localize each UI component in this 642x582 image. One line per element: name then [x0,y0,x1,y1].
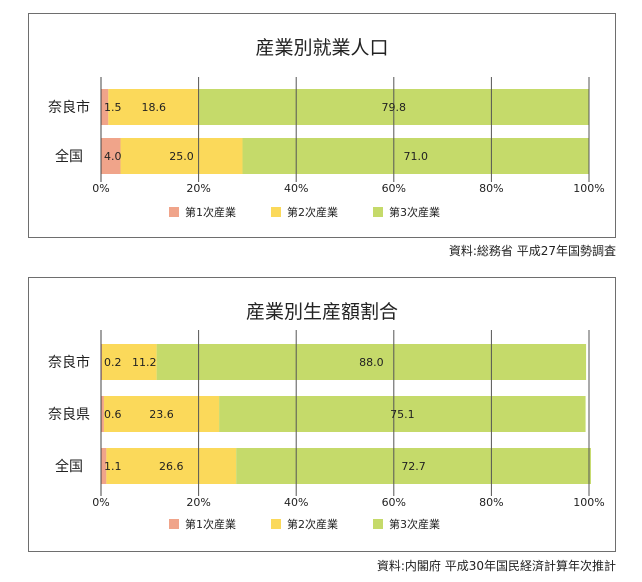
x-tick-label: 60% [382,496,406,509]
x-tick-label: 0% [92,182,109,195]
x-tick-label: 80% [479,496,503,509]
category-label: 全国 [55,458,83,475]
legend-label: 第2次産業 [287,205,338,219]
data-label: 26.6 [159,460,184,473]
x-tick-label: 60% [382,182,406,195]
bar-2-row-1 [108,89,200,125]
legend-swatch [169,207,179,217]
x-tick-label: 20% [186,182,210,195]
bar-3-row-1 [156,344,587,380]
bar-1-row-1 [101,89,109,125]
legend-item: 第3次産業 [373,205,440,219]
data-label: 72.7 [401,460,426,473]
chart-panel-production: 産業別生産額割合奈良市奈良県全国 0% 20% 40% 60% 80% 100% 0.2 11.… [28,277,616,552]
bar-3-row-2 [242,138,589,174]
x-tick-label: 40% [284,496,308,509]
data-label: 23.6 [149,408,174,421]
bar-2-row-2 [103,396,220,432]
legend-item: 第3次産業 [373,517,440,531]
bar-2-row-1 [101,344,157,380]
legend-item: 第2次産業 [271,205,338,219]
legend-label: 第3次産業 [389,517,440,531]
legend-label: 第2次産業 [287,517,338,531]
legend-item: 第1次産業 [169,517,236,531]
data-label: 18.6 [141,101,166,114]
data-label: 4.0 [104,150,122,163]
bar-2-row-2 [120,138,243,174]
legend-item: 第1次産業 [169,205,236,219]
source-note-production: 資料:内閣府 平成30年国民経済計算年次推計 [376,559,616,573]
category-label: 全国 [55,148,83,165]
data-label: 0.2 [104,356,122,369]
bar-3-row-2 [219,396,586,432]
bar-1-row-3 [101,448,107,484]
data-label: 0.6 [104,408,122,421]
data-label: 88.0 [359,356,384,369]
legend-swatch [373,207,383,217]
data-label: 79.8 [382,101,407,114]
chart-panel-employment: 産業別就業人口奈良市全国 0% 20% 40% 60% 80% 100% 1.5 18.6 79.… [28,13,616,238]
bar-1-row-2 [101,396,104,432]
x-tick-label: 20% [186,496,210,509]
category-label: 奈良市 [48,354,90,371]
legend-label: 第1次産業 [185,517,236,531]
bar-3-row-3 [236,448,591,484]
chart-title: 産業別就業人口 [255,37,388,59]
legend-swatch [373,519,383,529]
legend-swatch [271,519,281,529]
category-label: 奈良市 [48,99,90,116]
data-label: 25.0 [169,150,194,163]
legend-swatch [271,207,281,217]
data-label: 1.5 [104,101,122,114]
legend-label: 第3次産業 [389,205,440,219]
bar-2-row-3 [106,448,237,484]
legend-label: 第1次産業 [185,205,236,219]
legend-swatch [169,519,179,529]
chart-title: 産業別生産額割合 [246,301,398,323]
data-label: 11.2 [132,356,157,369]
x-tick-label: 40% [284,182,308,195]
bar-1-row-2 [101,138,121,174]
x-tick-label: 100% [573,182,604,195]
data-label: 1.1 [104,460,122,473]
category-label: 奈良県 [48,407,90,423]
data-label: 71.0 [404,150,429,163]
x-tick-label: 0% [92,496,109,509]
source-note-employment: 資料:総務省 平成27年国勢調査 [448,244,616,258]
legend-item: 第2次産業 [271,517,338,531]
data-label: 75.1 [390,408,415,421]
x-tick-label: 80% [479,182,503,195]
x-tick-label: 100% [573,496,604,509]
